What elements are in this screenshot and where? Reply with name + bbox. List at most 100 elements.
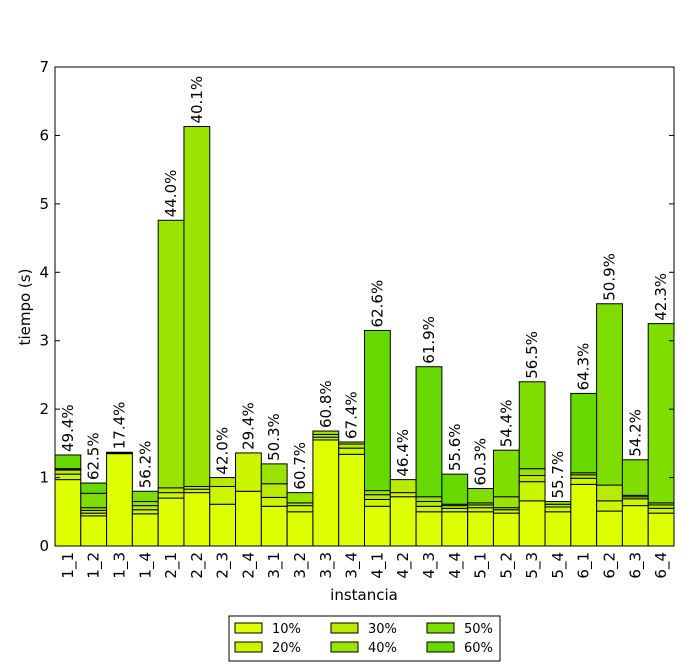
bar-annotation: 42.3% [652, 273, 670, 321]
legend-label: 30% [368, 622, 397, 637]
bar-segment [80, 515, 108, 547]
bar-segment [338, 447, 366, 455]
bar-segment [286, 505, 314, 513]
bar-segment [338, 453, 366, 547]
legend-label: 60% [464, 641, 493, 656]
bar-segment [389, 479, 417, 494]
bar-segment [492, 449, 520, 498]
y-tick-label: 3 [39, 332, 49, 350]
bar-segment [647, 504, 675, 509]
x-tick-label: 2_4 [239, 552, 258, 579]
x-tick-label: 3_4 [343, 552, 362, 579]
bar-segment [364, 505, 391, 547]
bar-segment [647, 507, 675, 514]
bar-segment [647, 323, 675, 504]
bar-segment [157, 492, 185, 499]
legend-swatch [234, 622, 263, 634]
x-tick-label: 6_4 [652, 552, 671, 579]
bar-segment [621, 505, 649, 547]
bar-segment [286, 492, 314, 504]
bar-annotation: 54.4% [497, 400, 515, 448]
bar-segment [570, 392, 598, 474]
bar-segment [183, 492, 211, 547]
bar-segment [492, 509, 520, 514]
bar-annotation: 40.1% [188, 76, 206, 124]
bar-segment [570, 474, 598, 479]
x-tick-label: 4_1 [368, 552, 387, 579]
legend-box [228, 615, 501, 662]
bar-segment [389, 496, 417, 547]
bar-segment [54, 469, 82, 475]
y-tick-label: 2 [39, 400, 49, 418]
legend-swatch [330, 622, 359, 634]
bar-segment [131, 509, 159, 515]
bar-segment [235, 490, 262, 547]
bar-segment [131, 505, 159, 511]
y-tick-label: 7 [39, 58, 49, 76]
bar-segment [364, 329, 391, 492]
bar-segment [441, 511, 469, 547]
bar-segment [518, 475, 546, 483]
x-tick-label: 1_4 [136, 552, 155, 579]
bar-annotation: 60.7% [291, 442, 309, 490]
bar-segment [621, 459, 649, 496]
x-tick-label: 1_2 [85, 552, 104, 579]
x-tick-label: 3_3 [317, 552, 336, 579]
bar-segment [544, 501, 572, 505]
bar-segment [131, 513, 159, 547]
legend-swatch [330, 641, 359, 653]
bar-segment [260, 483, 288, 498]
x-tick-label: 3_2 [291, 552, 310, 579]
bar-segment [570, 483, 598, 547]
x-tick-label: 1_3 [110, 552, 129, 579]
bar-segment [260, 496, 288, 507]
bar-segment [518, 381, 546, 470]
y-tick-label: 5 [39, 195, 49, 213]
y-tick-label: 1 [39, 469, 49, 487]
bar-segment [286, 511, 314, 547]
x-tick-label: 4_4 [446, 552, 465, 579]
bar-annotation: 50.3% [265, 413, 283, 461]
bar-segment [596, 510, 623, 547]
bar-segment [338, 443, 366, 449]
y-tick-label: 6 [39, 126, 49, 144]
x-tick-label: 1_1 [59, 552, 78, 579]
bar-segment [183, 488, 211, 494]
bar-segment [235, 452, 262, 492]
bar-segment [544, 511, 572, 547]
bar-segment [312, 430, 340, 435]
x-tick-label: 5_2 [497, 552, 516, 579]
bar-segment [596, 484, 623, 502]
x-tick-label: 6_2 [601, 552, 620, 579]
bar-segment [596, 500, 623, 512]
plot-frame [54, 66, 675, 547]
bar-segment [183, 126, 211, 487]
bar-segment [647, 512, 675, 547]
bar-segment [415, 501, 443, 507]
x-tick-label: 6_1 [575, 552, 594, 579]
bar-segment [621, 498, 649, 507]
x-tick-label: 4_2 [394, 552, 413, 579]
bar-segment [492, 512, 520, 547]
bar-segment [54, 479, 82, 547]
x-tick-label: 2_2 [188, 552, 207, 579]
bar-annotation: 50.9% [601, 253, 619, 301]
bar-segment [467, 507, 494, 513]
y-tick-label: 4 [39, 263, 49, 281]
legend-label: 10% [272, 622, 301, 637]
bar-segment [80, 482, 108, 494]
bar-annotation: 54.2% [626, 409, 644, 457]
bar-annotation: 67.4% [343, 391, 361, 439]
bar-segment [80, 492, 108, 509]
bar-segment [338, 441, 366, 445]
y-axis-label: tiempo (s) [16, 269, 34, 346]
legend-swatch [426, 622, 455, 634]
bar-segment [364, 498, 391, 507]
bar-segment [544, 506, 572, 513]
x-axis-label: instancia [330, 586, 398, 604]
bar-segment [312, 439, 340, 547]
x-tick-label: 6_3 [626, 552, 645, 579]
bar-segment [131, 501, 159, 507]
bar-annotation: 64.3% [575, 343, 593, 391]
